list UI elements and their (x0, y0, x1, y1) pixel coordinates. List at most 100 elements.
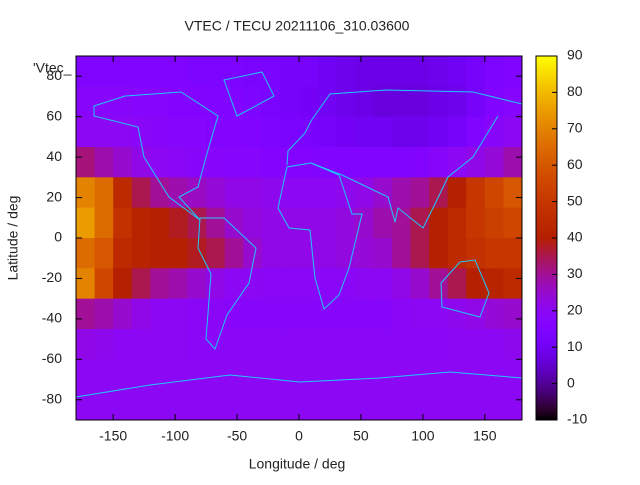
heatmap-cell (336, 116, 356, 148)
y-tick-label: -20 (42, 269, 62, 285)
heatmap-cell (299, 298, 319, 330)
heatmap-cell (168, 298, 188, 330)
heatmap-cell (76, 298, 96, 330)
y-tick-label: 80 (46, 67, 62, 83)
heatmap-cell (503, 389, 522, 420)
heatmap-cell (206, 86, 226, 118)
heatmap-cell (299, 389, 319, 420)
heatmap-cell (243, 298, 263, 330)
heatmap-cell (391, 177, 411, 209)
heatmap-cell (131, 86, 151, 118)
heatmap-cell (94, 389, 114, 420)
colorbar-tick-label: 30 (567, 265, 583, 281)
heatmap-cell (503, 177, 522, 209)
heatmap-cell (336, 359, 356, 391)
heatmap-cell (224, 268, 244, 300)
heatmap-cell (150, 177, 170, 209)
heatmap-cell (131, 389, 151, 420)
heatmap-cell (280, 329, 300, 360)
heatmap-cell (94, 86, 114, 118)
heatmap-cell (391, 298, 411, 330)
heatmap-cell (503, 268, 522, 300)
heatmap-cell (76, 147, 96, 178)
heatmap-cell (224, 238, 244, 269)
heatmap-cell (94, 238, 114, 269)
heatmap-cell (94, 268, 114, 300)
heatmap-cell (261, 177, 281, 209)
heatmap-cell (447, 329, 467, 360)
heatmap-cell (391, 359, 411, 391)
heatmap-cell (317, 329, 337, 360)
heatmap-cell (243, 86, 263, 118)
colorbar-tick-label: 50 (567, 192, 583, 208)
colorbar-tick-label: -10 (567, 411, 587, 427)
heatmap-cell (168, 56, 188, 87)
heatmap-cell (484, 329, 504, 360)
x-tick-label: -100 (161, 428, 189, 444)
heatmap-cell (150, 238, 170, 269)
heatmap-cell (76, 86, 96, 118)
heatmap-cell (168, 389, 188, 420)
heatmap-cell (113, 268, 133, 300)
heatmap-cell (94, 116, 114, 148)
heatmap-cell (150, 359, 170, 391)
heatmap-cell (224, 177, 244, 209)
heatmap-cell (168, 359, 188, 391)
coastline (223, 71, 275, 117)
heatmap-cell (447, 359, 467, 391)
heatmap-cell (354, 116, 374, 148)
heatmap-cell (429, 389, 449, 420)
heatmap-cell (206, 329, 226, 360)
heatmap-cell (484, 56, 504, 87)
heatmap-cell (429, 298, 449, 330)
heatmap-cell (503, 116, 522, 148)
heatmap-cell (280, 238, 300, 269)
heatmap-cell (261, 86, 281, 118)
heatmap-cell (76, 389, 96, 420)
heatmap-cell (317, 177, 337, 209)
heatmap-cell (373, 268, 393, 300)
heatmap-cell (94, 56, 114, 87)
heatmap-cell (391, 147, 411, 178)
heatmap-cell (280, 268, 300, 300)
heatmap-cell (94, 329, 114, 360)
heatmap-cell (206, 177, 226, 209)
heatmap-cell (94, 177, 114, 209)
heatmap-cell (373, 86, 393, 118)
heatmap-cell (410, 389, 430, 420)
heatmap-cell (206, 359, 226, 391)
heatmap-cell (131, 359, 151, 391)
heatmap-cell (131, 116, 151, 148)
heatmap-cell (429, 147, 449, 178)
heatmap-cell (484, 177, 504, 209)
heatmap-cell (447, 207, 467, 239)
heatmap-cell (187, 86, 207, 118)
heatmap-cell (391, 116, 411, 148)
heatmap-cell (206, 147, 226, 178)
heatmap-cell (429, 268, 449, 300)
heatmap-cell (466, 147, 486, 178)
heatmap-cell (447, 177, 467, 209)
heatmap-cell (354, 329, 374, 360)
heatmap-cell (261, 56, 281, 87)
heatmap-cell (354, 207, 374, 239)
heatmap-cell (131, 329, 151, 360)
heatmap-cell (484, 238, 504, 269)
heatmap-cell (76, 116, 96, 148)
heatmap-cell (354, 298, 374, 330)
colorbar-tick-label: 20 (567, 302, 583, 318)
heatmap-cell (131, 207, 151, 239)
heatmap-cell (150, 207, 170, 239)
heatmap-cell (410, 147, 430, 178)
colorbar-tick-label: 60 (567, 156, 583, 172)
heatmap-cell (131, 147, 151, 178)
heatmap-cell (354, 86, 374, 118)
coastlines (76, 71, 522, 398)
heatmap-cell (206, 116, 226, 148)
x-tick-label: 100 (411, 428, 435, 444)
heatmap-cell (187, 298, 207, 330)
heatmap-cell (243, 389, 263, 420)
heatmap-cell (76, 329, 96, 360)
heatmap-cell (224, 116, 244, 148)
heatmap-cell (447, 116, 467, 148)
